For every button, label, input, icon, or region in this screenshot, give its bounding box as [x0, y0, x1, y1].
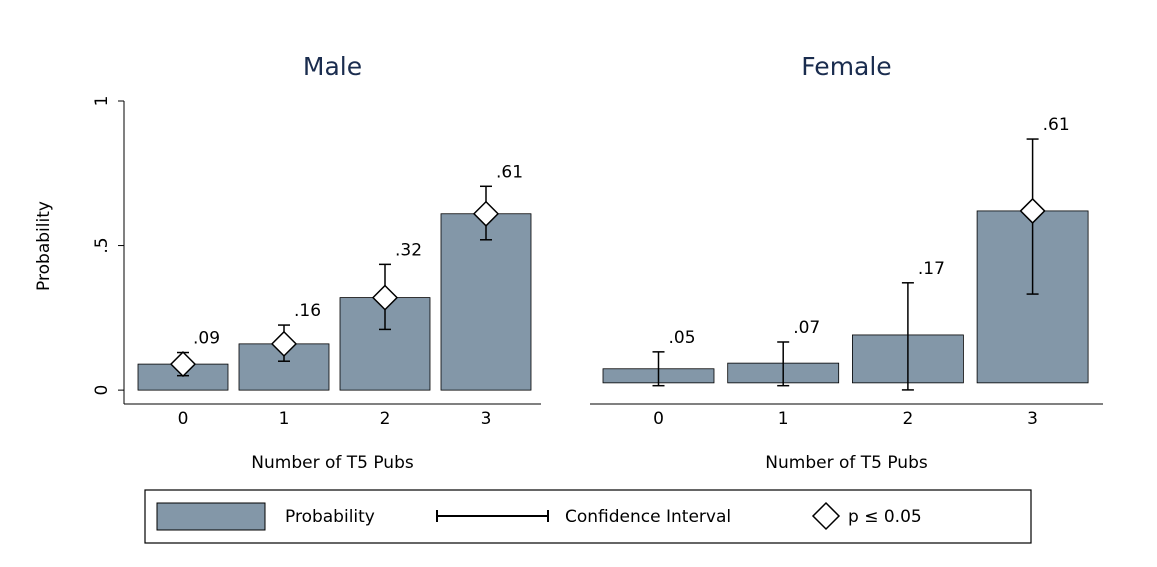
x-tick-label: 3	[481, 409, 492, 429]
significance-diamond	[270, 330, 298, 357]
significance-diamond	[169, 351, 197, 378]
x-axis-label: Number of T5 Pubs	[251, 453, 414, 473]
y-tick-label: 0	[92, 385, 112, 396]
panel-title: Male	[303, 52, 362, 81]
x-tick-label: 3	[1027, 409, 1038, 429]
value-label: .07	[793, 318, 820, 338]
x-tick-label: 1	[778, 409, 789, 429]
significance-diamond	[472, 200, 500, 227]
x-tick-label: 1	[279, 409, 290, 429]
value-label: .61	[496, 162, 523, 182]
bar	[440, 213, 532, 391]
x-tick-label: 2	[902, 409, 913, 429]
legend-box	[144, 489, 1032, 544]
x-axis-label: Number of T5 Pubs	[765, 453, 928, 473]
x-tick-label: 0	[178, 409, 189, 429]
legend-label: Probability	[285, 507, 375, 527]
value-label: .05	[669, 328, 696, 348]
x-tick-label: 2	[380, 409, 391, 429]
value-label: .32	[395, 240, 422, 260]
y-tick-label: 1	[92, 96, 112, 107]
value-label: .09	[193, 329, 220, 349]
panel-title: Female	[801, 52, 891, 81]
significance-diamond	[1019, 197, 1046, 224]
value-label: .61	[1043, 115, 1070, 135]
significance-diamond	[371, 284, 399, 311]
legend-swatch	[156, 502, 266, 531]
value-label: .16	[294, 301, 321, 321]
y-axis-label: Probability	[34, 201, 54, 291]
x-tick-label: 0	[653, 409, 664, 429]
legend-label: Confidence Interval	[565, 507, 731, 527]
value-label: .17	[918, 259, 945, 279]
legend-label: p ≤ 0.05	[848, 507, 922, 527]
y-tick-label: .5	[92, 237, 112, 253]
legend-diamond	[811, 501, 841, 531]
